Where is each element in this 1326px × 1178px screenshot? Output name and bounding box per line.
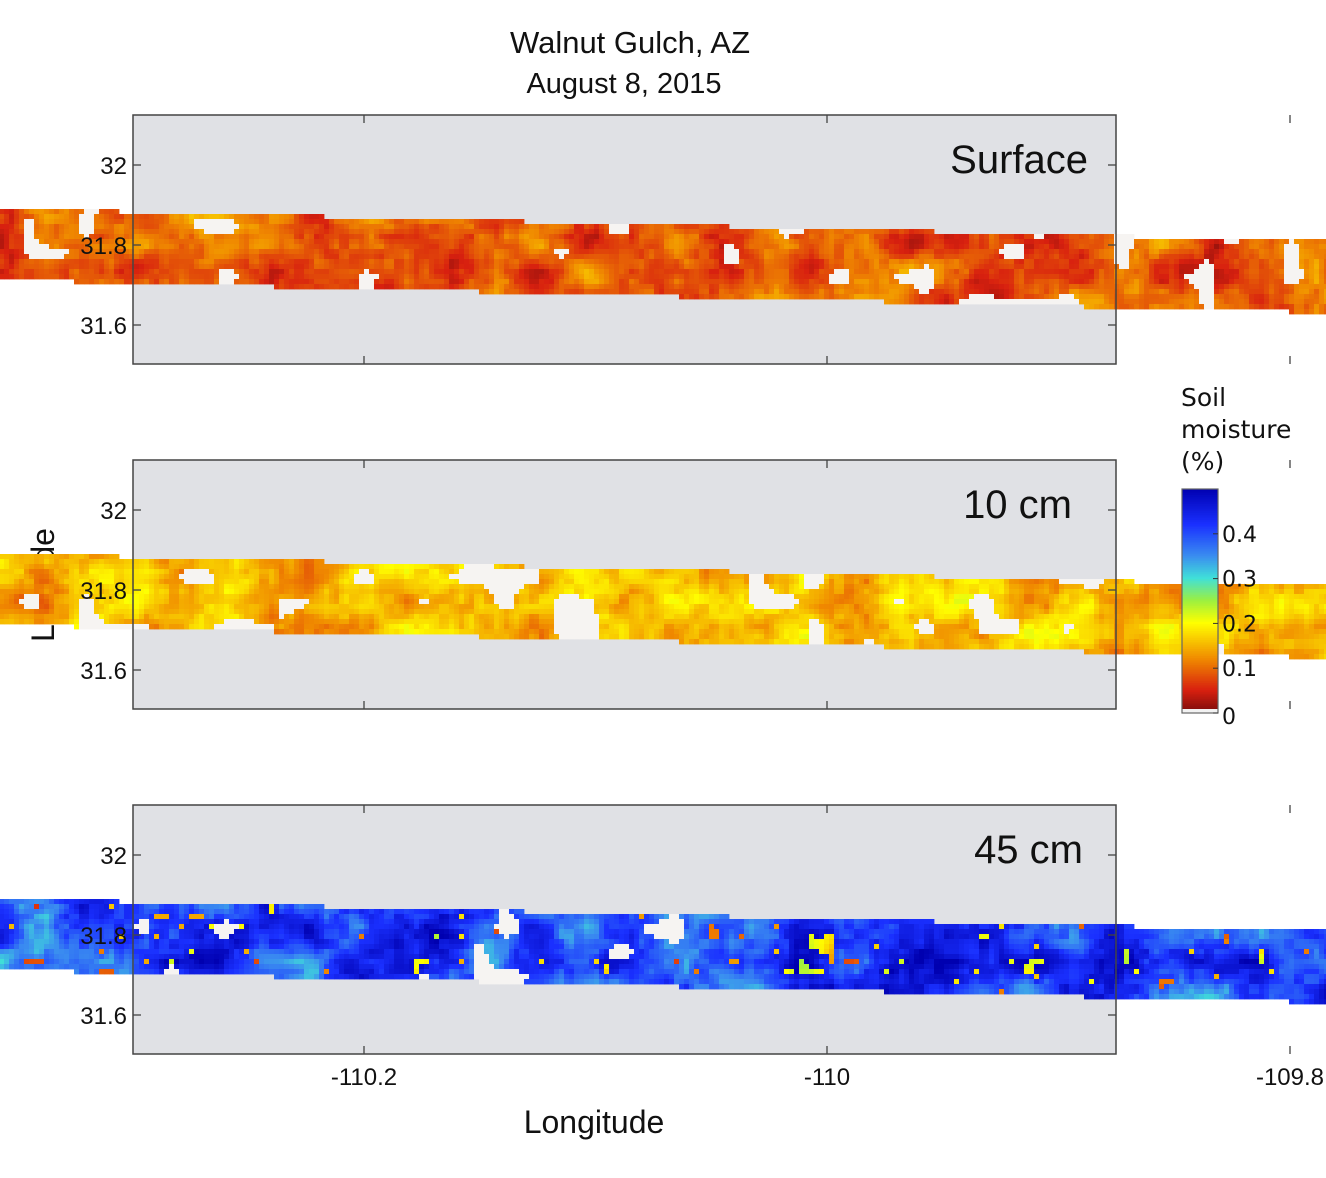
chart-title: Walnut Gulch, AZ <box>510 25 750 60</box>
chart-subtitle: August 8, 2015 <box>526 68 721 100</box>
x-axis-label: Longitude <box>524 1104 665 1140</box>
